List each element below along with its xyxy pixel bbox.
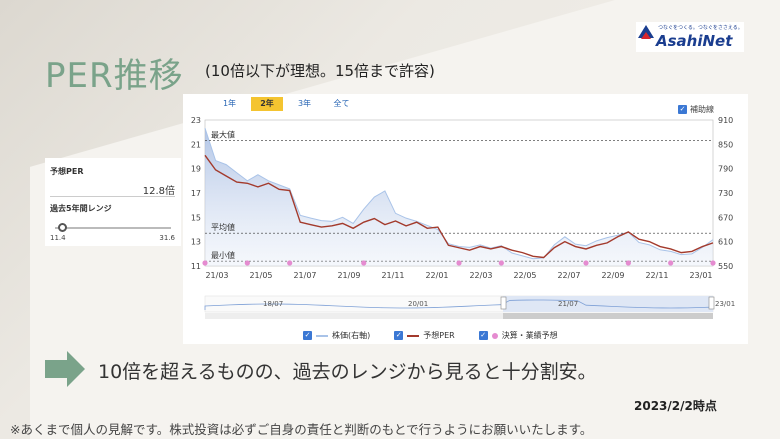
period-tabs: 1年 2年 3年 全て [211, 97, 360, 111]
series-line-per [204, 154, 714, 259]
x-tick-label: 21/07 [293, 271, 316, 280]
event-marker [456, 260, 462, 266]
range-track [55, 227, 171, 229]
legend-label: 予想PER [423, 331, 455, 340]
ref-line-label: 最小値 [211, 250, 235, 260]
y-right-tick-label: 550 [718, 262, 733, 271]
event-marker [710, 260, 716, 266]
range-current-marker [57, 223, 67, 232]
event-marker [361, 260, 367, 266]
divider [50, 196, 175, 197]
event-marker [583, 260, 589, 266]
company-logo: つなぐをつくる。つなぐをささえる。 AsahiNet [636, 22, 744, 52]
tab-period-0[interactable]: 1年 [222, 99, 237, 108]
range-min: 11.4 [50, 234, 66, 242]
x-tick-label: 22/07 [557, 271, 580, 280]
aux-line-toggle[interactable]: ✓ 補助線 [678, 104, 714, 115]
x-tick-label: 22/01 [425, 271, 448, 280]
checkbox-checked-icon[interactable]: ✓ [394, 331, 404, 340]
forecast-per-value: 12.8倍 [142, 186, 175, 197]
ref-line-label: 最大値 [211, 130, 235, 140]
y-left-tick-label: 13 [191, 238, 201, 247]
aux-line-label: 補助線 [690, 105, 714, 114]
y-right-tick-label: 670 [718, 213, 733, 222]
y-left-tick-label: 17 [191, 189, 201, 198]
legend-label: 株価(右軸) [332, 331, 371, 340]
slide-subtitle: (10倍以下が理想。15倍まで許容) [205, 62, 435, 80]
per-line-chart: 11 13 15 17 19 21 23 550 610 670 730 790 850 910 21/03… [191, 116, 735, 319]
navigator-label: 23/01 [715, 300, 735, 308]
slide-title: PER推移 [45, 56, 184, 96]
legend-item-2[interactable]: ✓ 決算・業績予想 [478, 330, 558, 341]
navigator-label: 20/01 [408, 300, 428, 308]
y-right-tick-label: 910 [718, 116, 733, 125]
navigator-label: 21/07 [558, 300, 578, 308]
legend-swatch [407, 334, 420, 337]
key-message: 10倍を超えるものの、過去のレンジから見ると十分割安。 [98, 361, 597, 383]
range-label: 過去5年間レンジ [50, 204, 112, 213]
x-tick-label: 22/09 [601, 271, 624, 280]
navigator-line [204, 299, 714, 310]
logo-tagline: つなぐをつくる。つなぐをささえる。 [658, 25, 743, 31]
x-tick-label: 23/01 [689, 271, 712, 280]
navigator-handle-right [708, 296, 715, 310]
tab-period-2[interactable]: 3年 [297, 99, 312, 108]
event-marker [625, 260, 631, 266]
scrollbar-track [205, 313, 713, 319]
x-tick-label: 22/03 [469, 271, 492, 280]
price-area [205, 128, 713, 266]
y-left-tick-label: 15 [191, 213, 201, 222]
navigator-selection [503, 296, 713, 312]
logo-name: AsahiNet [656, 32, 733, 50]
event-marker [287, 260, 293, 266]
event-marker [244, 260, 250, 266]
x-tick-label: 22/05 [513, 271, 536, 280]
ref-line-label: 平均値 [211, 222, 235, 232]
chart-legend: ✓ 株価(右軸) ✓ 予想PER ✓ 決算・業績予想 [303, 330, 558, 341]
scrollbar-thumb [503, 313, 713, 319]
y-right-tick-label: 610 [718, 238, 733, 247]
tab-period-1[interactable]: 2年 [251, 97, 283, 111]
x-tick-label: 21/09 [337, 271, 360, 280]
checkbox-checked-icon[interactable]: ✓ [678, 105, 687, 114]
legend-swatch [491, 332, 498, 339]
event-marker [668, 260, 674, 266]
x-tick-label: 21/03 [205, 271, 228, 280]
x-tick-label: 21/05 [249, 271, 272, 280]
y-left-tick-label: 21 [191, 140, 201, 149]
legend-item-1[interactable]: ✓ 予想PER [394, 330, 455, 341]
per-chart-card: 1年 2年 3年 全て ✓ 補助線 11 13 15 17 19 21 23 550 610 670 73… [183, 94, 748, 344]
checkbox-checked-icon[interactable]: ✓ [303, 331, 312, 340]
checkbox-checked-icon[interactable]: ✓ [478, 331, 488, 340]
range-max: 31.6 [159, 234, 175, 242]
x-tick-label: 22/11 [645, 271, 668, 280]
forecast-per-label: 予想PER [50, 167, 84, 176]
event-marker [498, 260, 504, 266]
y-right-tick-label: 790 [718, 165, 733, 174]
tab-period-3[interactable]: 全て [333, 99, 350, 108]
legend-swatch [316, 334, 328, 337]
navigator-handle-left [500, 296, 507, 310]
per-summary-panel: 予想PER 12.8倍 過去5年間レンジ 11.4 31.6 [45, 158, 181, 246]
y-left-tick-label: 23 [191, 116, 201, 125]
navigator-label: 18/07 [263, 300, 283, 308]
as-of-date: 2023/2/2時点 [634, 399, 717, 413]
y-right-tick-label: 850 [718, 140, 733, 149]
legend-label: 決算・業績予想 [501, 331, 558, 340]
event-marker [202, 260, 208, 266]
logo-mark-accent-icon [641, 32, 651, 39]
y-left-tick-label: 19 [191, 165, 201, 174]
y-right-tick-label: 730 [718, 189, 733, 198]
disclaimer-note: ※あくまで個人の見解です。株式投資は必ずご自身の責任と判断のもとで行うようにお願… [10, 422, 593, 437]
legend-item-0[interactable]: ✓ 株価(右軸) [303, 330, 370, 341]
y-left-tick-label: 11 [191, 262, 201, 271]
x-tick-label: 21/11 [381, 271, 404, 280]
